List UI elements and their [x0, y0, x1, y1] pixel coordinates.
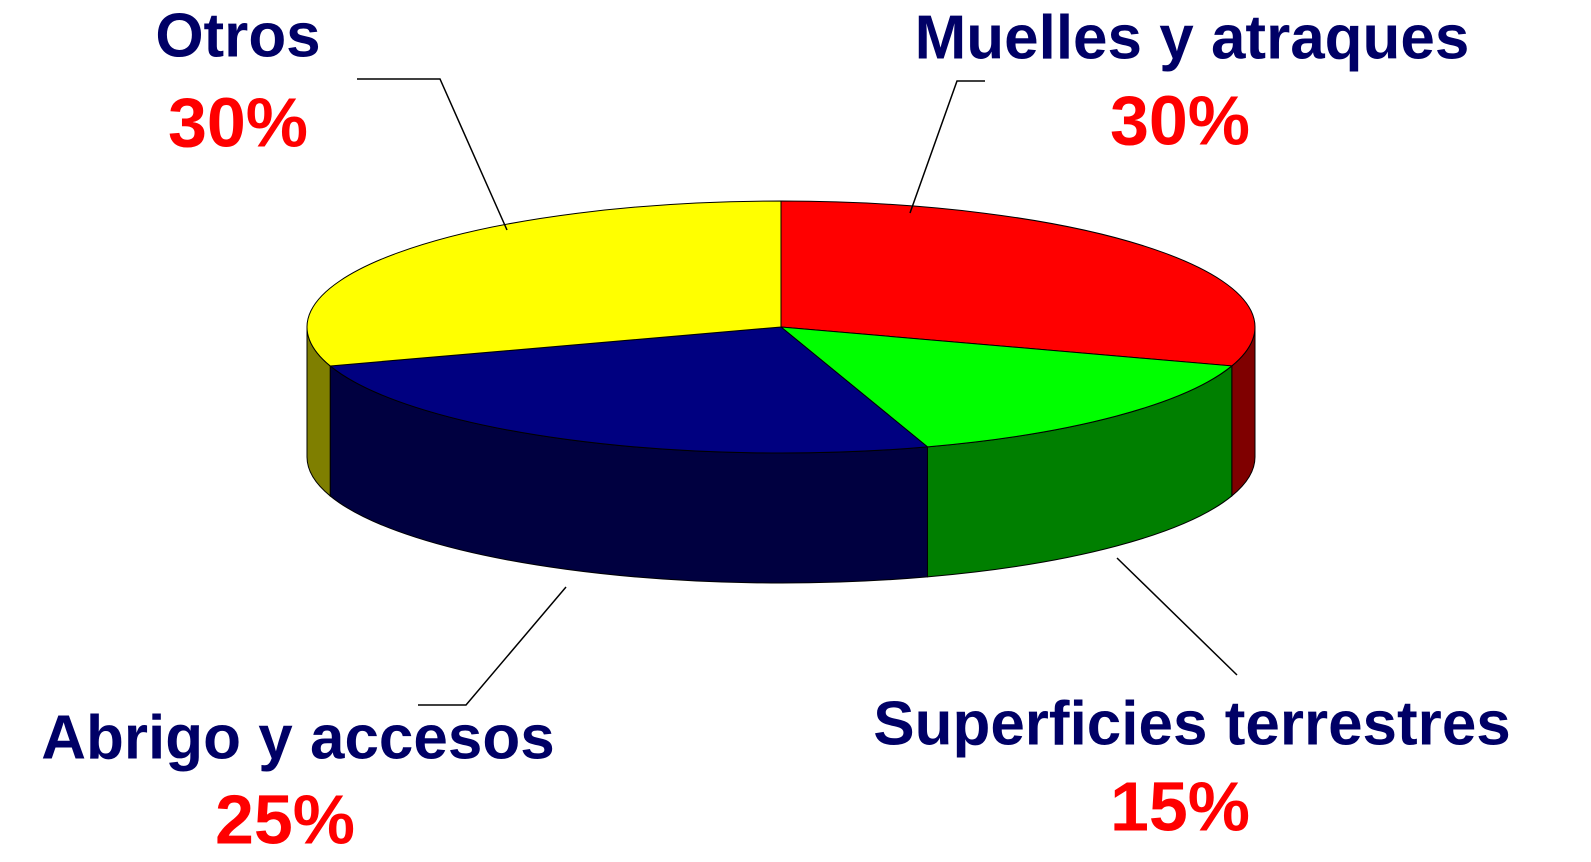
leader-line	[909, 80, 985, 214]
value-label: 30%	[168, 83, 308, 161]
slice-label: Otros	[155, 1, 320, 70]
value-label: 15%	[1110, 767, 1250, 845]
pie	[306, 200, 1256, 584]
value-label: 25%	[215, 780, 355, 858]
slice	[779, 326, 1234, 448]
slice-label: Muelles y atraques	[915, 3, 1470, 72]
leader-line	[357, 78, 508, 231]
slice-label: Abrigo y accesos	[41, 703, 554, 772]
slice-label: Superficies terrestres	[873, 689, 1511, 758]
slice	[780, 200, 1256, 367]
leader-line	[418, 586, 567, 706]
labels: Muelles y atraques 30% Superficies terrest…	[41, 1, 1511, 858]
slice	[328, 326, 929, 454]
leader-line	[1116, 557, 1238, 676]
value-label: 30%	[1110, 81, 1250, 159]
slice	[306, 200, 782, 367]
